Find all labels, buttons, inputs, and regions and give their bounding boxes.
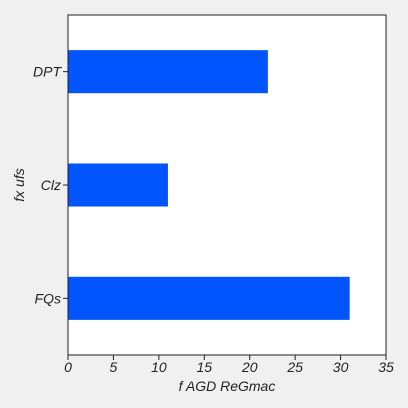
bar-dpt: [68, 50, 268, 94]
x-tick-label: 20: [241, 359, 258, 375]
y-axis-label: fx ufs: [11, 168, 27, 201]
x-tick-label: 25: [286, 359, 303, 375]
x-tick-label: 0: [64, 359, 72, 375]
x-axis-label: f AGD ReGmac: [179, 378, 276, 394]
x-tick-label: 30: [333, 359, 349, 375]
x-tick-label: 10: [151, 359, 167, 375]
x-tick-label: 35: [378, 359, 394, 375]
x-tick-label: 15: [196, 359, 212, 375]
x-tick-label: 5: [110, 359, 118, 375]
y-axis-ticks: DPT Clz FQs: [33, 64, 68, 306]
y-tick-label: DPT: [33, 64, 62, 80]
y-tick-label: FQs: [35, 290, 61, 306]
bar-clz: [68, 163, 168, 207]
bars-group: [68, 50, 350, 320]
x-axis-ticks: 0 5 10 15 20 25 30 35: [64, 355, 394, 375]
bar-fqs: [68, 276, 350, 320]
y-tick-label: Clz: [41, 177, 61, 193]
